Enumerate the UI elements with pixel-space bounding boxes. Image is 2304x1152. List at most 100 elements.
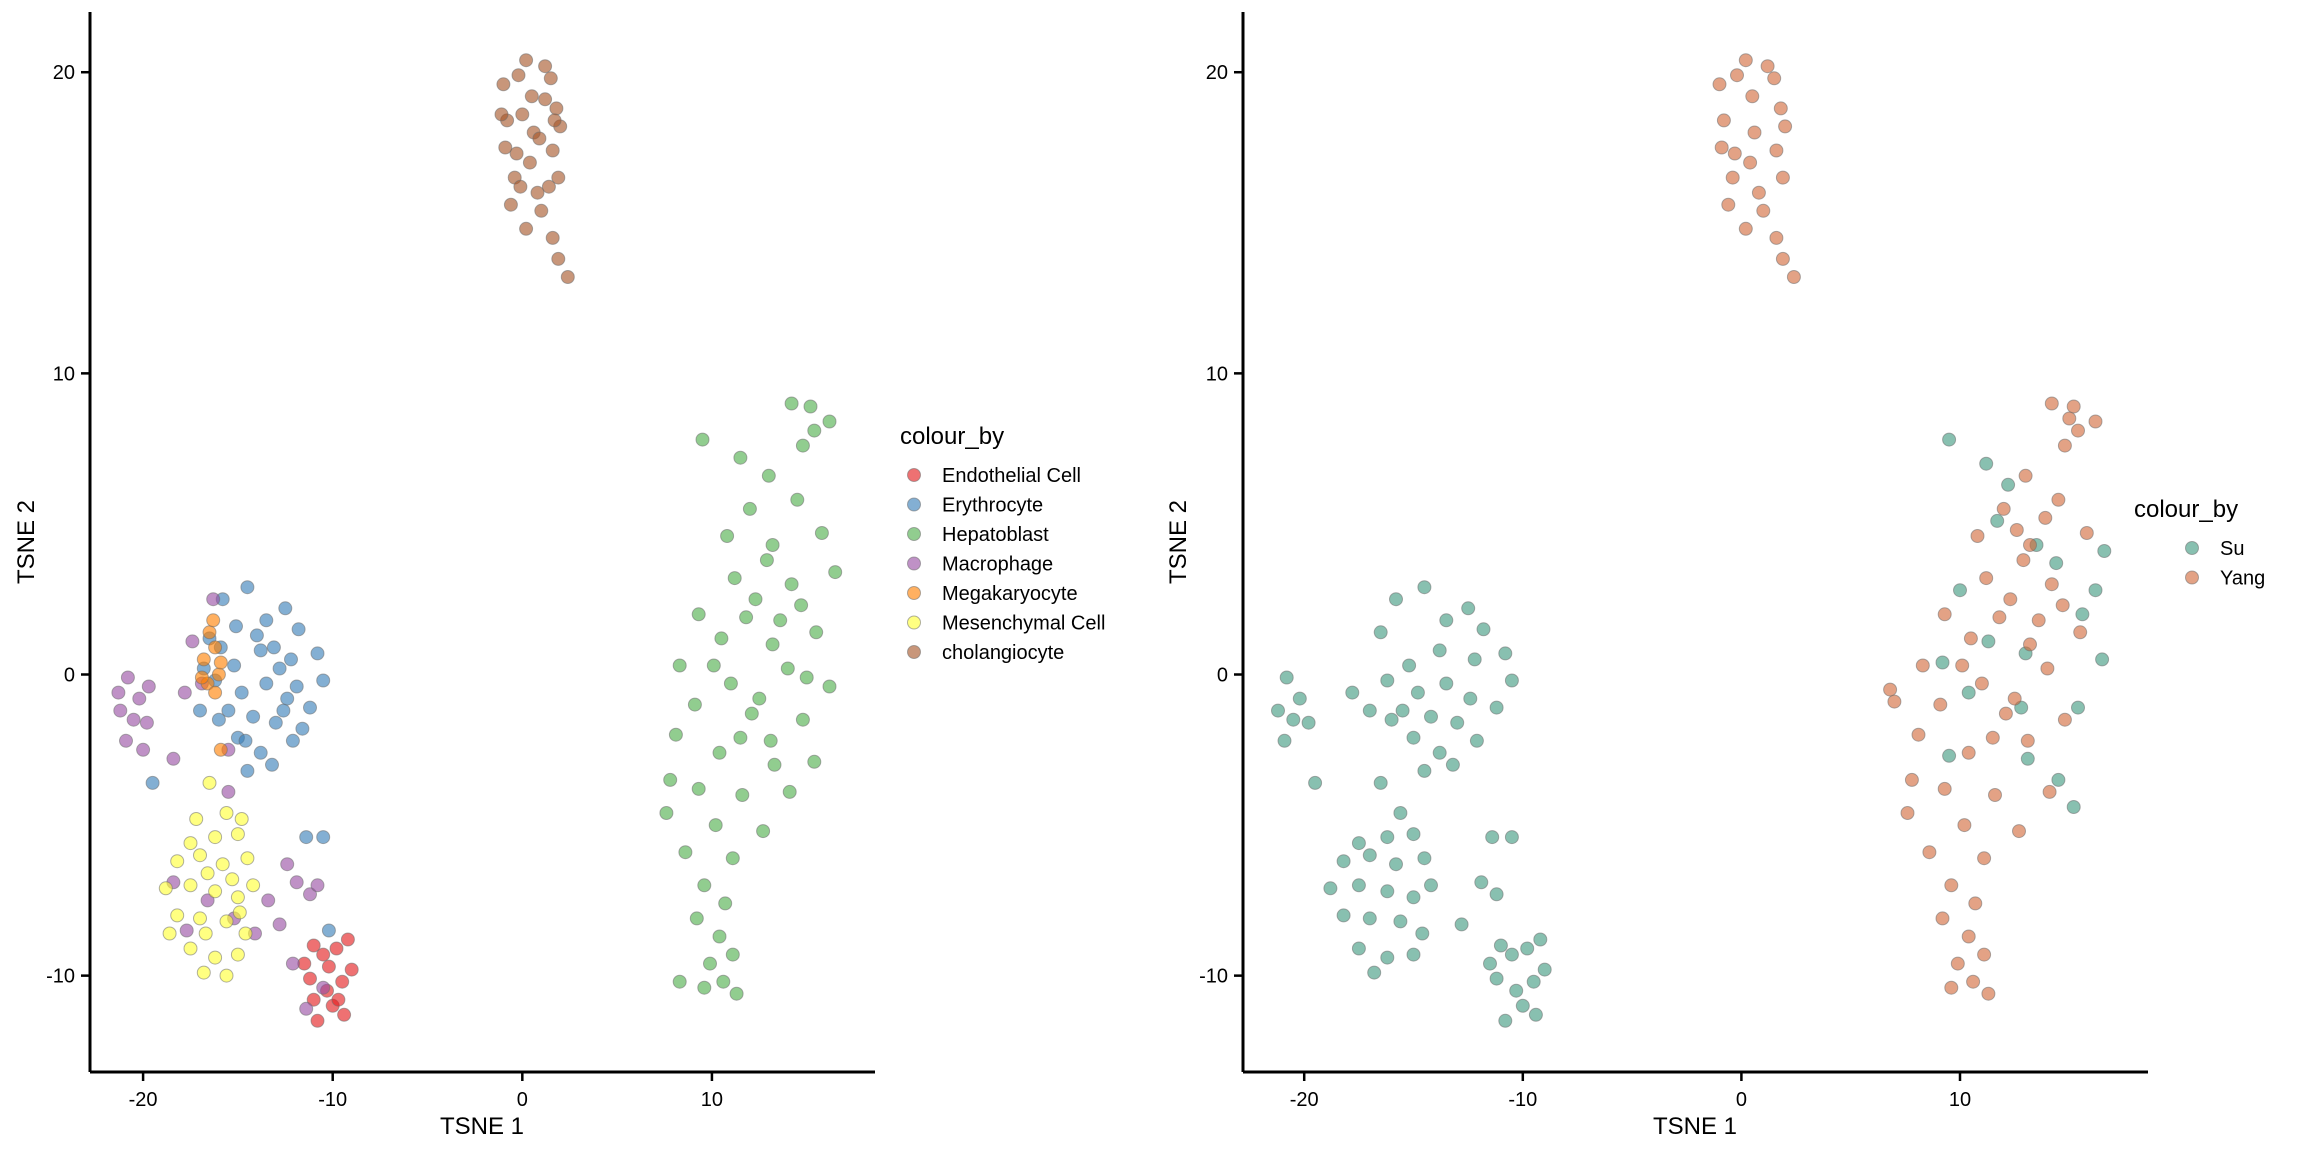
point-su-91 — [1942, 748, 1957, 763]
point-macrophage-15 — [179, 923, 194, 938]
point-erythrocyte-24 — [240, 763, 255, 778]
point-macrophage-0 — [120, 670, 135, 685]
point-su-53 — [1380, 950, 1395, 965]
point-hepatoblast-58 — [767, 757, 782, 772]
point-yang-63 — [1977, 947, 1992, 962]
point-hepatoblast-32 — [691, 781, 706, 796]
point-mesenchymal-cell-7 — [193, 848, 207, 863]
panel-left-x-axis-title: TSNE 1 — [440, 1113, 524, 1140]
point-yang-66 — [1944, 980, 1959, 995]
point-macrophage-3 — [132, 691, 147, 706]
point-hepatoblast-24 — [822, 679, 837, 694]
point-mesenchymal-cell-23 — [219, 968, 234, 983]
point-megakaryocyte-6 — [213, 655, 228, 670]
point-yang-26 — [2057, 438, 2072, 453]
point-hepatoblast-45 — [703, 956, 717, 971]
point-yang-59 — [1944, 878, 1959, 893]
legend-label-erythrocyte: Erythrocyte — [942, 495, 1043, 517]
point-yang-7 — [1773, 101, 1788, 116]
point-su-79 — [2049, 556, 2064, 571]
legend-key-cholangiocyte — [907, 645, 921, 659]
point-hepatoblast-54 — [759, 553, 774, 568]
x-tick-label: -10 — [318, 1089, 347, 1111]
point-su-90 — [2051, 772, 2066, 787]
point-yang-24 — [2066, 399, 2081, 414]
point-yang-77 — [1985, 730, 2000, 745]
panel-right-y-ticks: -10 0 10 20 — [1199, 62, 1243, 988]
point-mesenchymal-cell-21 — [230, 947, 245, 962]
point-yang-53 — [2042, 784, 2057, 799]
panel-right-x-ticks: -20 -10 0 10 — [1290, 1072, 1971, 1111]
point-cholangiocyte-3 — [538, 59, 553, 74]
panel-right: -20 -10 0 10 -10 0 10 20 TSNE 1 TSNE 2 colour_… — [1165, 12, 2265, 1140]
point-endothelial-cell-3 — [340, 932, 355, 947]
point-macrophage-5 — [119, 733, 133, 748]
legend-key-su — [2185, 541, 2199, 555]
point-mesenchymal-cell-11 — [183, 878, 198, 893]
point-su-32 — [1345, 685, 1360, 700]
point-su-34 — [1373, 775, 1388, 790]
panel-left-y-axis-title: TSNE 2 — [13, 500, 40, 584]
point-su-19 — [1489, 700, 1504, 715]
legend-label-hepatoblast: Hepatoblast — [942, 524, 1049, 546]
point-mesenchymal-cell-0 — [202, 775, 217, 790]
point-macrophage-7 — [111, 685, 126, 700]
point-cholangiocyte-27 — [513, 179, 528, 194]
point-su-85 — [2071, 700, 2085, 715]
point-macrophage-8 — [141, 679, 156, 694]
point-erythrocyte-36 — [289, 679, 304, 694]
point-hepatoblast-10 — [720, 529, 735, 543]
point-hepatoblast-56 — [794, 598, 809, 613]
point-megakaryocyte-1 — [208, 640, 223, 655]
point-su-71 — [1483, 956, 1497, 971]
point-erythrocyte-33 — [316, 830, 331, 845]
point-su-0 — [1279, 670, 1294, 685]
point-yang-2 — [1730, 68, 1744, 83]
point-su-82 — [1961, 685, 1976, 700]
point-endothelial-cell-12 — [321, 959, 336, 974]
point-yang-45 — [1933, 697, 1948, 712]
point-su-63 — [1520, 941, 1535, 956]
y-tick-label: 20 — [53, 62, 75, 84]
point-macrophage-18 — [272, 917, 287, 932]
point-su-88 — [2075, 607, 2090, 622]
point-endothelial-cell-0 — [306, 938, 321, 953]
point-yang-27 — [2071, 423, 2085, 438]
point-hepatoblast-59 — [733, 730, 748, 745]
point-su-59 — [1485, 830, 1500, 845]
point-su-86 — [2095, 652, 2110, 667]
point-su-9 — [1439, 613, 1454, 628]
point-yang-50 — [2020, 733, 2035, 748]
point-erythrocyte-17 — [246, 709, 261, 724]
point-macrophage-2 — [126, 712, 141, 727]
x-tick-label: 10 — [1949, 1089, 1971, 1111]
point-yang-71 — [2031, 613, 2046, 628]
point-endothelial-cell-11 — [344, 962, 359, 977]
point-cholangiocyte-12 — [522, 155, 537, 170]
legend-key-hepatoblast — [907, 527, 921, 541]
point-yang-36 — [2044, 577, 2059, 592]
point-mesenchymal-cell-15 — [170, 908, 185, 923]
point-yang-65 — [1966, 974, 1981, 989]
point-su-51 — [1415, 926, 1430, 941]
point-erythrocyte-8 — [227, 658, 242, 673]
point-su-73 — [1942, 432, 1957, 447]
point-cholangiocyte-29 — [547, 113, 562, 128]
point-megakaryocyte-5 — [208, 685, 223, 700]
point-su-6 — [1373, 625, 1388, 640]
point-hepatoblast-27 — [795, 712, 810, 727]
point-su-62 — [1504, 947, 1519, 962]
point-megakaryocyte-3 — [211, 667, 226, 682]
point-su-17 — [1439, 676, 1454, 691]
point-hepatoblast-21 — [672, 658, 687, 673]
point-macrophage-9 — [177, 685, 192, 700]
point-su-41 — [1389, 857, 1403, 872]
x-tick-label: 10 — [701, 1089, 723, 1111]
point-endothelial-cell-6 — [303, 971, 317, 986]
point-yang-56 — [2012, 824, 2026, 839]
point-hepatoblast-46 — [716, 974, 731, 989]
point-su-75 — [2001, 477, 2016, 492]
point-hepatoblast-41 — [718, 896, 733, 911]
point-su-68 — [1515, 998, 1530, 1013]
point-hepatoblast-48 — [672, 974, 687, 989]
